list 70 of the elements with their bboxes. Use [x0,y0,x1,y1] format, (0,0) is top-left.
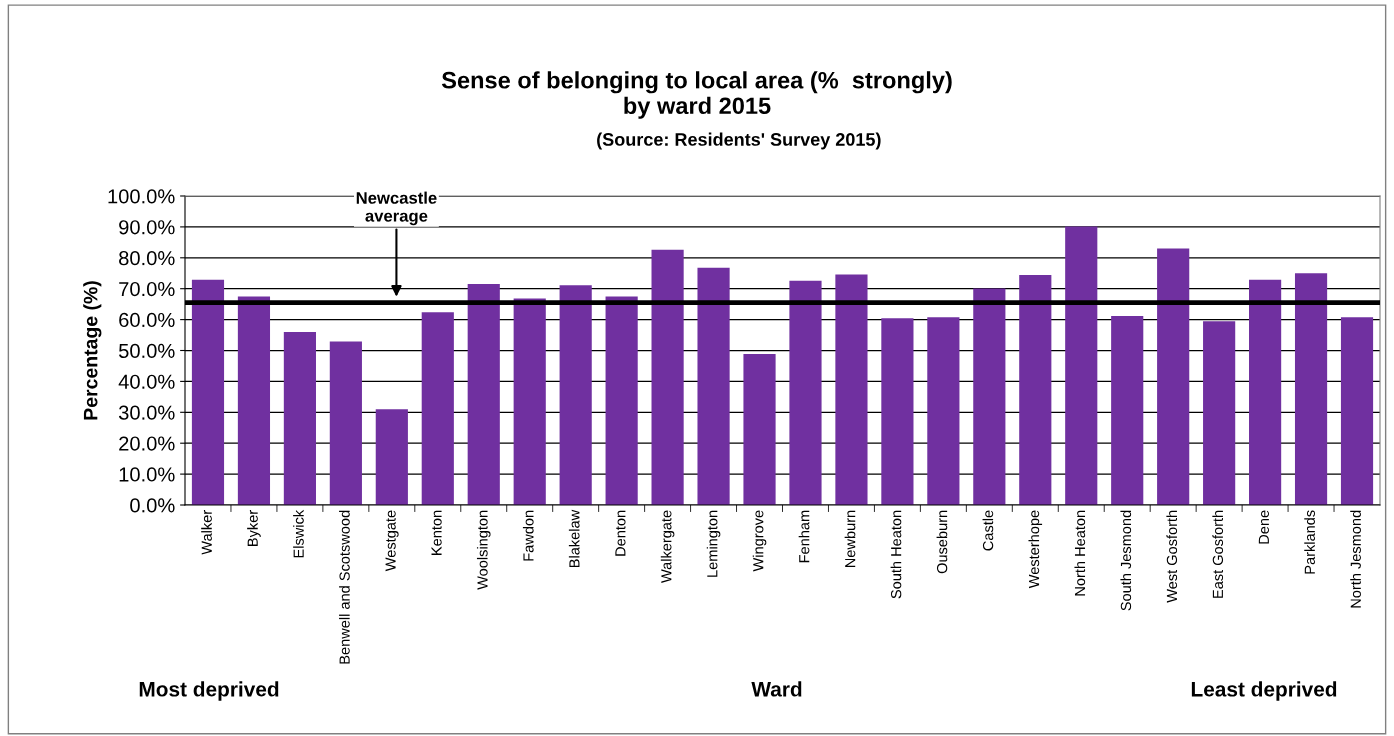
bar [329,341,362,505]
x-tick-label: Elswick [293,509,304,558]
bar [743,353,776,505]
y-tick-label: 30.0% [118,405,175,420]
x-tick-label: Walkergate [660,510,675,583]
bar [467,284,500,505]
bar [1157,248,1190,505]
bar [927,317,960,505]
bar [375,409,408,505]
bar [973,288,1006,505]
chart-title: Sense of belonging to local area (% strongly) by ward 2015 [441,71,952,119]
bar [513,298,546,505]
x-tick-label: Blakelaw [568,509,580,568]
bar [881,318,914,505]
x-tick-label: Newburn [844,510,856,568]
y-tick-label: 50.0% [118,343,175,358]
y-tick-label: 0.0% [130,498,175,513]
x-tick-label: Woolsington [476,510,491,590]
x-tick-label: Lemington [706,510,721,577]
bar [697,267,730,505]
x-tick-label: Benwell and Scotswood [339,510,350,664]
text: Most deprived [139,681,279,701]
bar [651,249,684,505]
x-tick-label: Denton [615,510,626,556]
x-tick-label: South Heaton [890,510,902,599]
y-tick-label: 20.0% [119,436,175,451]
bar [1203,321,1236,505]
x-tick-label: Fawdon [522,510,534,561]
y-tick-label: 40.0% [118,374,175,389]
bar [1019,275,1052,505]
ref-line-label: Newcastle average [356,191,437,226]
bar [421,312,454,505]
x-tick-label: Fenham [798,510,810,563]
bar [1249,279,1282,505]
y-axis-title: Percentage (%) [83,281,102,420]
bar [237,296,271,505]
bar [605,296,638,505]
x-tick-label: North Heaton [1074,510,1086,596]
x-tick-label: South Jesmond [1120,510,1132,611]
bar [1294,273,1328,505]
x-tick-label: North Jesmond [1350,510,1361,608]
x-axis-title: Ward [751,681,802,697]
x-tick-label: Westgate [385,510,399,572]
bar [1065,226,1098,505]
x-tick-label: Byker [247,510,261,546]
chart-subtitle: (Source: Residents' Survey 2015) [597,132,881,150]
x-tick-label: Westerhope [1028,510,1043,589]
bar [1111,315,1144,505]
bar [1340,317,1374,505]
x-tick-label: Dene [1258,510,1270,544]
y-tick-label: 70.0% [119,281,175,297]
bar [283,331,316,505]
bar [559,285,592,505]
x-tick-label: Castle [982,510,994,551]
bar [789,280,822,505]
x-tick-label: Wingrove [752,510,767,572]
x-tick-label: Parklands [1304,510,1315,574]
x-tick-label: West Gosforth [1166,510,1178,603]
y-tick-label: 80.0% [119,251,175,266]
y-tick-label: 60.0% [119,312,175,328]
x-tick-label: East Gosforth [1212,510,1224,598]
text: Least deprived [1191,681,1337,701]
bar [191,279,225,505]
x-tick-label: Ouseburn [936,510,948,574]
bar [835,274,868,505]
y-tick-label: 100.0% [108,189,175,204]
y-tick-label: 10.0% [119,467,175,482]
y-tick-label: 90.0% [119,220,175,235]
x-tick-label: Kenton [431,510,442,555]
x-tick-label: Walker [201,510,212,555]
